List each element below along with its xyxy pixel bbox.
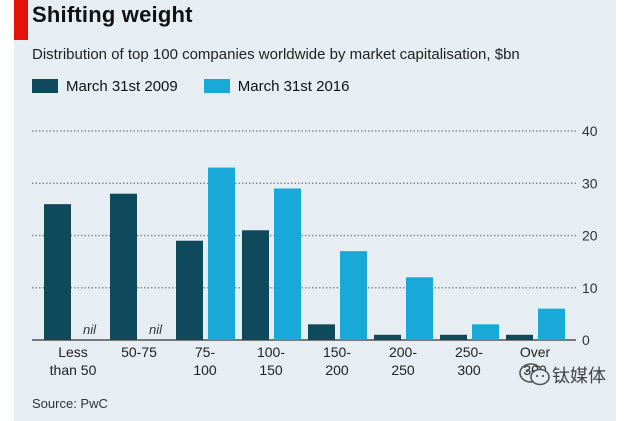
bar-4-2009 <box>308 324 335 340</box>
bar-6-2009 <box>440 334 467 340</box>
legend: March 31st 2009 March 31st 2016 <box>32 76 375 96</box>
bar-5-2016 <box>406 277 433 340</box>
bar-2-2009 <box>176 240 203 340</box>
x-tick-label-2-0: 75- <box>195 344 216 360</box>
watermark-text: 钛媒体 <box>552 366 606 386</box>
x-tick-label-7-0: Over <box>520 344 551 360</box>
x-tick-label-6-0: 250- <box>455 344 483 360</box>
bar-4-2016 <box>340 251 367 340</box>
legend-swatch-2009 <box>32 79 58 93</box>
chart-title: Shifting weight <box>32 2 193 27</box>
bar-3-2016 <box>274 188 301 340</box>
y-tick-label-0: 0 <box>582 332 590 348</box>
x-tick-label-3-0: 100- <box>257 344 285 360</box>
wechat-logo-icon <box>519 363 550 386</box>
chart-panel: Shifting weight Distribution of top 100 … <box>14 0 616 421</box>
x-tick-label-3-1: 150 <box>259 362 283 378</box>
x-tick-label-5-0: 200- <box>389 344 417 360</box>
watermark: 钛媒体 <box>518 362 606 388</box>
x-tick-label-6-1: 300 <box>457 362 481 378</box>
x-tick-label-0-0: Less <box>58 344 88 360</box>
legend-label-2009: March 31st 2009 <box>66 77 178 95</box>
x-tick-label-1-0: 50-75 <box>121 344 157 360</box>
bar-6-2016 <box>472 324 499 340</box>
bar-5-2009 <box>374 334 401 340</box>
chart-subtitle: Distribution of top 100 companies worldw… <box>32 46 520 63</box>
legend-item-2009: March 31st 2009 <box>32 78 178 95</box>
nil-label-0: nil <box>83 322 97 337</box>
bar-chart: 0 10 20 30 40 Less than 50 50-75 75- 100 100- 150 15… <box>32 123 598 378</box>
x-tick-label-2-1: 100 <box>193 362 217 378</box>
legend-swatch-2016 <box>203 79 230 93</box>
y-tick-label-30: 30 <box>582 175 598 191</box>
y-tick-label-40: 40 <box>582 123 598 139</box>
x-tick-label-0-1: than 50 <box>50 362 97 378</box>
source-note: Source: PwC <box>32 396 108 411</box>
nil-label-1: nil <box>149 322 163 337</box>
bar-3-2009 <box>242 230 269 340</box>
y-tick-label-20: 20 <box>582 228 598 244</box>
bar-7-2009 <box>506 334 533 340</box>
bar-2-2016 <box>208 167 235 340</box>
bar-0-2009 <box>44 204 71 340</box>
x-tick-label-4-1: 200 <box>325 362 349 378</box>
bar-1-2009 <box>110 193 137 340</box>
legend-item-2016: March 31st 2016 <box>203 77 350 95</box>
accent-bar <box>14 0 28 40</box>
x-tick-label-5-1: 250 <box>391 362 415 378</box>
x-tick-label-4-0: 150- <box>323 344 351 360</box>
y-tick-label-10: 10 <box>582 280 598 296</box>
bar-7-2016 <box>538 308 565 340</box>
legend-label-2016: March 31st 2016 <box>237 77 350 95</box>
